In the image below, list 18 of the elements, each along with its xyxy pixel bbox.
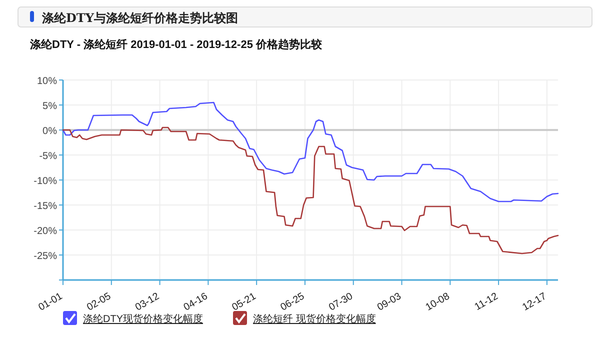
y-tick-label: 0%	[42, 126, 58, 137]
y-tick-label: -5%	[39, 151, 58, 162]
legend-label: 涤纶短纤 现货价格变化幅度	[253, 313, 376, 325]
legend-item: 涤纶短纤 现货价格变化幅度	[233, 311, 376, 325]
y-tick-label: -15%	[34, 201, 58, 212]
x-tick-label: 07-30	[327, 290, 356, 314]
y-tick-label: 5%	[42, 101, 58, 112]
x-tick-label: 09-03	[376, 290, 404, 314]
y-tick-label: -25%	[34, 251, 58, 262]
y-tick-label: 10%	[36, 76, 58, 87]
x-tick-label: 05-21	[230, 290, 258, 314]
chart-subtitle: 涤纶DTY - 涤纶短纤 2019-01-01 - 2019-12-25 价格趋势比较	[29, 38, 323, 51]
chart-title: 涤纶DTY与涤纶短纤价格走势比较图	[41, 11, 238, 25]
legend-label: 涤纶DTY现货价格变化幅度	[83, 313, 203, 325]
legend-item: 涤纶DTY现货价格变化幅度	[63, 311, 203, 325]
y-tick-label: -20%	[34, 226, 58, 237]
y-tick-label: -10%	[34, 176, 58, 187]
x-tick-label: 01-01	[36, 290, 65, 314]
